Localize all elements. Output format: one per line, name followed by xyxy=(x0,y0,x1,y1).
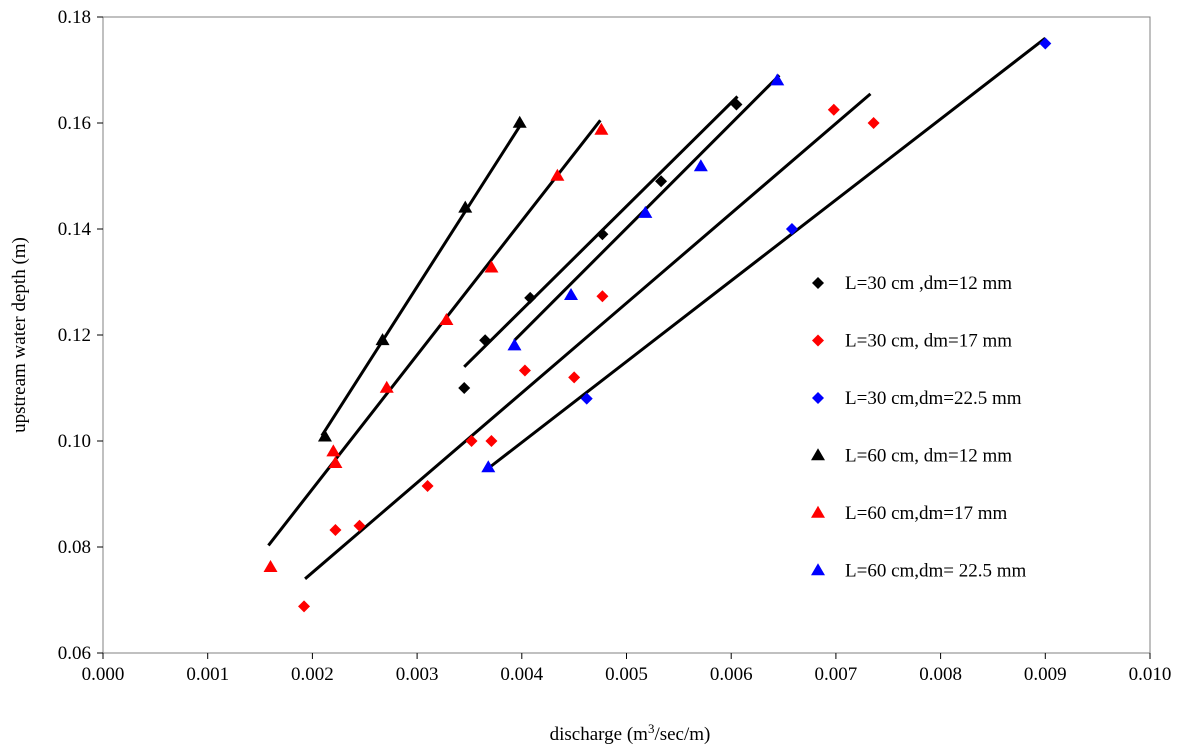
trend-line xyxy=(513,74,781,342)
legend-marker-triangle xyxy=(811,505,825,518)
x-tick-label: 0.009 xyxy=(1024,664,1067,685)
diamond-point xyxy=(827,103,840,116)
triangle-point xyxy=(379,380,394,393)
diamond-point xyxy=(458,382,471,394)
trend-line xyxy=(488,37,1047,469)
x-tick-label: 0.003 xyxy=(396,664,439,685)
trend-line xyxy=(320,122,524,437)
legend-label: L=30 cm,dm=22.5 mm xyxy=(845,388,1022,409)
legend-label: L=30 cm ,dm=12 mm xyxy=(845,273,1012,294)
triangle-point xyxy=(594,122,609,135)
y-tick-label: 0.16 xyxy=(58,113,91,134)
legend-marker-triangle xyxy=(811,448,825,461)
diamond-point xyxy=(421,480,434,493)
diamond-point xyxy=(524,291,537,304)
y-tick-label: 0.08 xyxy=(58,537,91,558)
triangle-point xyxy=(484,260,499,273)
x-axis-title-prefix: discharge (m xyxy=(550,724,649,745)
diamond-point xyxy=(568,371,581,384)
diamond-point xyxy=(329,524,342,537)
y-tick-label: 0.18 xyxy=(58,7,91,28)
legend-label: L=30 cm, dm=17 mm xyxy=(845,331,1012,352)
diamond-point xyxy=(580,392,593,405)
diamond-point xyxy=(485,435,498,447)
legend-marker-diamond xyxy=(812,392,824,404)
legend: L=30 cm ,dm=12 mm L=30 cm, dm=17 mm L=30 c… xyxy=(811,273,1027,582)
triangle-point xyxy=(375,333,390,346)
triangle-point xyxy=(770,73,785,86)
y-tick-label: 0.10 xyxy=(58,431,91,452)
x-axis-title-sup: 3 xyxy=(648,721,655,736)
triangle-point xyxy=(638,205,653,218)
legend-marker-diamond xyxy=(812,334,824,347)
diamond-point xyxy=(730,98,743,111)
x-tick-label: 0.002 xyxy=(291,664,334,685)
axes: 0.000 0.001 0.002 0.003 0.004 0.005 0.006 0.007… xyxy=(58,7,1172,685)
diamond-point xyxy=(596,228,609,241)
x-tick-label: 0.007 xyxy=(815,664,858,685)
diamond-point xyxy=(518,364,531,377)
trend-line xyxy=(267,119,602,547)
x-axis-title-suffix: /sec/m) xyxy=(654,724,710,745)
triangle-point xyxy=(481,460,496,473)
trend-lines xyxy=(267,37,1047,580)
x-tick-label: 0.004 xyxy=(500,664,543,685)
diamond-point xyxy=(465,435,478,447)
legend-label: L=60 cm,dm=17 mm xyxy=(845,503,1008,524)
x-tick-label: 0.000 xyxy=(82,664,125,685)
diamond-point xyxy=(1039,37,1052,50)
triangle-point xyxy=(458,200,473,213)
triangle-point xyxy=(263,559,278,572)
y-tick-label: 0.12 xyxy=(58,325,91,346)
triangle-point xyxy=(328,456,343,469)
legend-marker-triangle xyxy=(811,563,825,576)
triangle-point xyxy=(564,288,579,301)
triangle-point xyxy=(507,338,522,351)
trend-line xyxy=(304,92,872,580)
triangle-point xyxy=(439,312,454,325)
diamond-point xyxy=(353,519,366,532)
x-tick-label: 0.010 xyxy=(1129,664,1172,685)
x-tick-label: 0.006 xyxy=(710,664,753,685)
x-tick-label: 0.008 xyxy=(919,664,962,685)
triangle-point xyxy=(550,168,565,181)
x-axis-title: discharge (m3/sec/m) xyxy=(550,721,711,746)
y-tick-label: 0.06 xyxy=(58,643,91,664)
triangle-point xyxy=(317,429,332,442)
legend-label: L=60 cm,dm= 22.5 mm xyxy=(845,561,1027,582)
diamond-point xyxy=(479,334,492,347)
diamond-point xyxy=(867,117,880,129)
x-tick-label: 0.005 xyxy=(605,664,648,685)
diamond-point xyxy=(298,600,311,613)
diamond-point xyxy=(655,175,668,188)
data-points xyxy=(263,37,1052,613)
triangle-point xyxy=(693,159,708,172)
legend-marker-diamond xyxy=(812,277,824,289)
diamond-point xyxy=(785,223,798,235)
diamond-point xyxy=(596,290,609,303)
x-tick-label: 0.001 xyxy=(186,664,229,685)
legend-label: L=60 cm, dm=12 mm xyxy=(845,446,1012,467)
triangle-point xyxy=(326,444,341,457)
y-tick-label: 0.14 xyxy=(58,219,92,240)
y-axis-title: upstream water depth (m) xyxy=(9,237,30,433)
triangle-point xyxy=(512,115,527,128)
